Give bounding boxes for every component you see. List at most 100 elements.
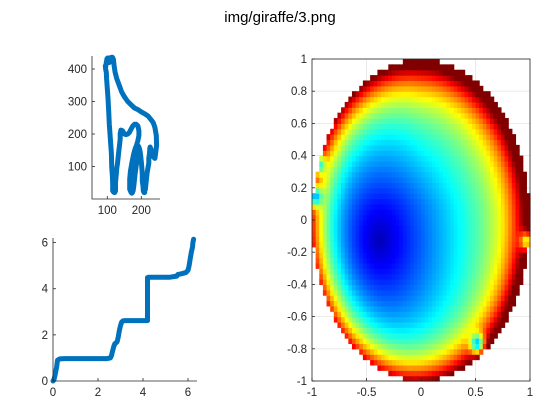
heatmap-cell <box>428 316 433 323</box>
heatmap-cell <box>508 182 513 189</box>
heatmap-cell <box>460 107 466 114</box>
heatmap-cell <box>388 364 393 371</box>
heatmap-cell <box>359 144 364 151</box>
heatmap-cell <box>475 193 480 200</box>
heatmap-cell <box>471 273 477 280</box>
heatmap-cell <box>366 295 371 302</box>
x-tick-label: -1 <box>307 387 317 399</box>
heatmap-cell <box>446 96 451 103</box>
heatmap-cell <box>341 182 346 189</box>
heatmap-cell <box>490 236 495 243</box>
heatmap-cell <box>337 241 342 248</box>
heatmap-cell <box>381 364 386 371</box>
heatmap-cell <box>395 128 400 135</box>
heatmap-cell <box>333 262 339 269</box>
heatmap-cell <box>362 80 368 87</box>
heatmap-cell <box>395 262 400 269</box>
heatmap-cell <box>475 289 480 296</box>
heatmap-cell <box>515 236 520 243</box>
heatmap-cell <box>490 160 495 167</box>
heatmap-cell <box>508 193 513 200</box>
heatmap-cell <box>348 187 353 194</box>
heatmap-cell <box>497 209 502 216</box>
heatmap-cell <box>417 214 422 221</box>
heatmap-cell <box>377 262 382 269</box>
heatmap-cell <box>399 118 404 124</box>
heatmap-cell <box>351 262 357 269</box>
heatmap-cell <box>348 96 353 103</box>
heatmap-cell <box>519 155 524 162</box>
heatmap-cell <box>359 214 364 221</box>
heatmap-cell <box>486 295 491 302</box>
heatmap-cell <box>431 198 437 205</box>
heatmap-cell <box>468 150 473 157</box>
heatmap-cell <box>424 236 429 243</box>
heatmap-cell <box>348 262 353 269</box>
heatmap-cell <box>511 241 517 248</box>
heatmap-cell <box>399 354 404 361</box>
heatmap-cell <box>344 252 349 259</box>
x-tick-label: 100 <box>98 205 117 217</box>
heatmap-cell <box>493 252 498 259</box>
heatmap-cell <box>388 85 393 92</box>
heatmap-cell <box>446 128 451 135</box>
heatmap-cell <box>395 91 400 98</box>
heatmap-cell <box>402 354 408 361</box>
heatmap-cell <box>366 321 371 328</box>
heatmap-cell <box>482 343 487 350</box>
heatmap-cell <box>337 214 342 221</box>
heatmap-cell <box>439 370 444 377</box>
heatmap-cell <box>399 364 404 371</box>
heatmap-cell <box>442 144 448 151</box>
heatmap-cell <box>348 321 353 328</box>
heatmap-cell <box>497 246 502 253</box>
heatmap-cell <box>326 262 331 269</box>
heatmap-cell <box>486 134 491 141</box>
heatmap-cell <box>457 252 462 259</box>
heatmap-cell <box>431 107 437 114</box>
heatmap-cell <box>355 91 360 98</box>
heatmap-cell <box>388 182 393 189</box>
heatmap-cell <box>384 139 389 146</box>
heatmap-cell <box>460 171 466 178</box>
heatmap-cell <box>381 150 386 157</box>
heatmap-cell <box>522 220 527 226</box>
heatmap-cell <box>348 332 353 339</box>
heatmap-cell <box>402 134 408 141</box>
heatmap-cell <box>391 316 397 323</box>
heatmap-cell <box>431 166 437 173</box>
heatmap-cell <box>504 209 509 216</box>
heatmap-cell <box>435 246 440 253</box>
heatmap-cell <box>370 144 375 151</box>
heatmap-cell <box>344 257 349 264</box>
heatmap-cell <box>493 268 498 275</box>
heatmap-cell <box>330 284 335 291</box>
heatmap-cell <box>475 101 480 108</box>
heatmap-cell <box>446 348 451 355</box>
heatmap-cell <box>326 144 331 151</box>
heatmap-cell <box>493 155 498 162</box>
heatmap-cell <box>359 332 364 339</box>
heatmap-cell <box>355 220 360 226</box>
heatmap-cell <box>511 284 517 291</box>
heatmap-cell <box>442 214 448 221</box>
heatmap-cell <box>341 177 346 184</box>
heatmap-cell <box>424 348 429 355</box>
heatmap-cell <box>370 101 375 108</box>
heatmap-cell <box>504 289 509 296</box>
heatmap-cell <box>511 160 517 167</box>
heatmap-cell <box>399 112 404 119</box>
heatmap-cell <box>479 257 484 264</box>
heatmap-cell <box>410 209 415 216</box>
heatmap-cell <box>381 214 386 221</box>
heatmap-cell <box>464 225 469 232</box>
heatmap-cell <box>471 155 477 162</box>
heatmap-cell <box>359 348 364 355</box>
heatmap-cell <box>417 273 422 280</box>
heatmap-cell <box>417 96 422 103</box>
heatmap-cell <box>453 75 458 82</box>
heatmap-cell <box>497 107 502 114</box>
heatmap-cell <box>402 75 408 82</box>
heatmap-cell <box>490 257 495 264</box>
heatmap-cell <box>435 257 440 264</box>
